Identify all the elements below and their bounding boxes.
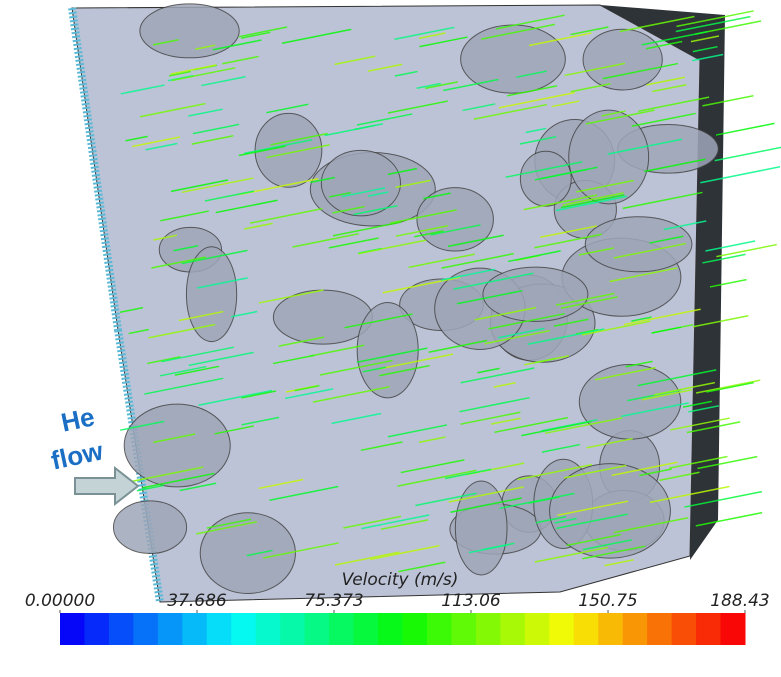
pore: [200, 513, 295, 594]
colorbar-segment: [182, 613, 207, 645]
visualization: He flow Velocity (m/s) 0.00000 37.686 75.3…: [0, 0, 781, 673]
tick-label: 0.00000: [25, 591, 95, 611]
pore: [357, 303, 418, 398]
pore: [273, 290, 372, 344]
pore: [583, 29, 662, 90]
colorbar-segment: [647, 613, 672, 645]
render: [72, 4, 781, 602]
colorbar-segment: [574, 613, 599, 645]
colorbar-segment: [280, 613, 305, 645]
streamline: [715, 146, 781, 160]
annotation-line: He: [58, 401, 97, 437]
colorbar-segment: [305, 613, 330, 645]
pore: [585, 217, 692, 272]
pore: [461, 25, 566, 93]
colorbar-segment: [109, 613, 134, 645]
colorbar-segment: [60, 613, 85, 645]
colorbar-segment: [354, 613, 379, 645]
tick-label: 37.686: [167, 591, 227, 611]
colorbar-segment: [476, 613, 501, 645]
colorbar-segment: [427, 613, 452, 645]
colorbar: 0.00000 37.686 75.373 113.06 150.75 188.43: [25, 591, 770, 645]
colorbar-segment: [84, 613, 109, 645]
pore: [569, 110, 649, 204]
tick-label: 188.43: [710, 591, 769, 611]
pore: [579, 364, 681, 439]
colorbar-segment: [403, 613, 428, 645]
colorbar-segment: [256, 613, 281, 645]
colorbar-segment: [133, 613, 158, 645]
colorbar-title: Velocity (m/s): [342, 570, 459, 590]
page: He flow Velocity (m/s) 0.00000 37.686 75.3…: [0, 0, 781, 673]
colorbar-segment: [451, 613, 476, 645]
colorbar-segment: [158, 613, 183, 645]
colorbar-segment: [525, 613, 550, 645]
pore: [520, 151, 571, 206]
colorbar-segment: [231, 613, 256, 645]
pore: [124, 404, 230, 487]
colorbar-segment: [207, 613, 232, 645]
colorbar-segment: [672, 613, 697, 645]
colorbar-segment: [329, 613, 354, 645]
pore: [113, 501, 186, 554]
pore: [321, 150, 400, 215]
colorbar-segment: [623, 613, 648, 645]
pore: [140, 4, 239, 58]
flow-arrow: [75, 468, 138, 504]
tick-label: 150.75: [578, 591, 637, 611]
annotation-line: flow: [48, 435, 106, 475]
colorbar-segment: [696, 613, 721, 645]
tick-label: 75.373: [304, 591, 363, 611]
colorbar-segment: [500, 613, 525, 645]
colorbar-segment: [721, 613, 746, 645]
colorbar-segment: [549, 613, 574, 645]
streamline: [716, 123, 775, 135]
colorbar-segment: [598, 613, 623, 645]
pore: [483, 267, 588, 321]
colorbar-segment: [378, 613, 403, 645]
tick-label: 113.06: [441, 591, 501, 611]
